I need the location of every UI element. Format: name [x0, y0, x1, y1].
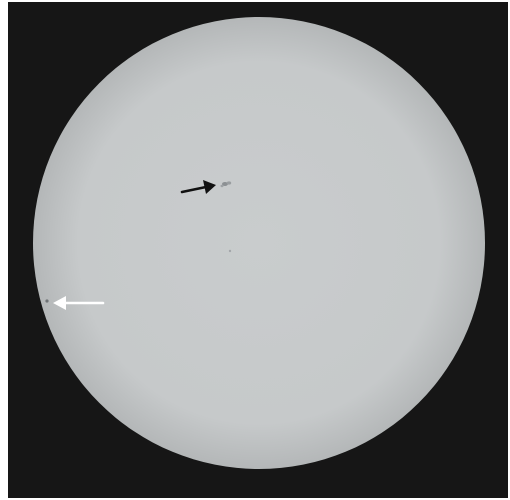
black-arrow [180, 180, 216, 194]
solar-disk-svg [8, 2, 508, 498]
solar-photograph [8, 2, 508, 498]
sunspot [226, 181, 232, 185]
faint-sunspot [228, 249, 232, 253]
black-arrow-head [203, 180, 216, 194]
black-arrow-shaft [180, 185, 208, 194]
solar-disk [33, 17, 485, 469]
white-arrow-head [53, 296, 66, 310]
white-arrow [53, 296, 105, 310]
sunspot-group [220, 181, 232, 188]
sunspot [222, 182, 228, 186]
limb-sunspot [45, 299, 49, 303]
sunspot [220, 184, 224, 188]
